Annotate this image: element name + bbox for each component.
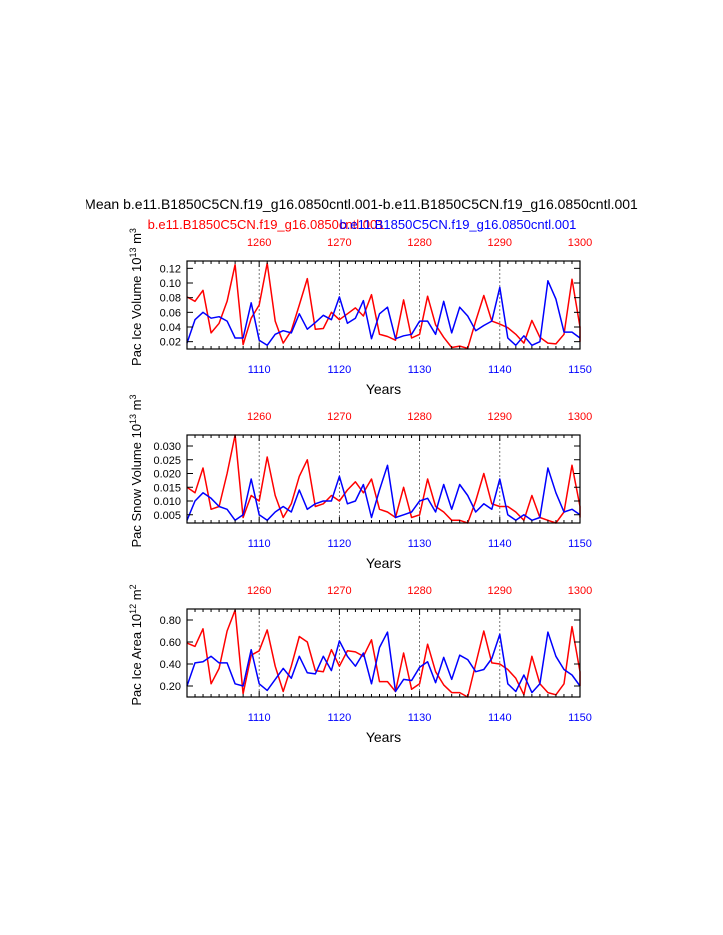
y-tick-label: 0.020	[153, 469, 181, 481]
x-tick-label-top: 1300	[568, 585, 592, 597]
y-tick-label: 0.12	[160, 263, 181, 275]
x-tick-label-bottom: 1120	[328, 538, 352, 550]
y-tick-label: 0.20	[160, 681, 181, 693]
x-tick-label-top: 1260	[247, 237, 271, 249]
subtitle-blue: b.e11.B1850C5CN.f19_g16.0850cntl.001	[340, 217, 577, 232]
x-tick-label-bottom: 1110	[248, 538, 271, 550]
x-tick-label-top: 1300	[568, 237, 592, 249]
y-tick-label: 0.005	[153, 510, 181, 522]
series-line-blue	[186, 631, 581, 694]
x-tick-label-top: 1270	[327, 411, 351, 423]
chart-panel-1: 1110 1260 1120 1270 1130 1280 1140 1290 1150 1300…	[128, 228, 592, 397]
x-tick-label-bottom: 1120	[328, 364, 352, 376]
x-tick-label-bottom: 1110	[248, 712, 271, 724]
y-tick-label: 0.40	[160, 659, 181, 671]
x-tick-label-top: 1280	[407, 237, 431, 249]
x-tick-label-top: 1260	[247, 585, 271, 597]
plot-frame	[186, 260, 581, 350]
x-tick-label-bottom: 1140	[488, 364, 512, 376]
y-tick-label: 0.60	[160, 637, 181, 649]
y-axis-label: Pac Snow Volume 1013 m3	[128, 394, 144, 547]
x-axis-label: Years	[366, 381, 401, 397]
x-axis-label: Years	[366, 555, 401, 571]
x-tick-label-bottom: 1140	[488, 538, 512, 550]
x-tick-label-bottom: 1150	[568, 712, 592, 724]
x-tick-label-bottom: 1150	[568, 538, 592, 550]
x-tick-label-top: 1270	[327, 585, 351, 597]
x-tick-label-bottom: 1130	[408, 712, 432, 724]
title-crop-right	[640, 190, 723, 218]
subtitle-red: b.e11.B1850C5CN.f19_g16.0850cntl.001	[148, 217, 385, 232]
x-tick-label-bottom: 1110	[248, 364, 271, 376]
chart-panel-2: 1110 1260 1120 1270 1130 1280 1140 1290 1150 1300…	[128, 394, 592, 571]
x-tick-label-bottom: 1130	[408, 364, 432, 376]
y-axis-label: Pac Ice Volume 1013 m3	[128, 228, 144, 366]
x-tick-label-bottom: 1150	[568, 364, 592, 376]
y-tick-label: 0.02	[160, 337, 181, 349]
chart-panel-3: 1110 1260 1120 1270 1130 1280 1140 1290 1150 1300…	[128, 584, 592, 745]
y-tick-label: 0.015	[153, 482, 181, 494]
x-tick-label-bottom: 1120	[328, 712, 352, 724]
x-tick-label-top: 1290	[488, 585, 512, 597]
y-tick-label: 0.06	[160, 307, 181, 319]
y-tick-label: 0.025	[153, 455, 181, 467]
x-tick-label-top: 1300	[568, 411, 592, 423]
x-tick-label-top: 1280	[407, 411, 431, 423]
plot-frame	[186, 608, 581, 698]
y-tick-label: 0.10	[160, 278, 181, 290]
y-tick-label: 0.80	[160, 615, 181, 627]
figure-title: Mean b.e11.B1850C5CN.f19_g16.0850cntl.00…	[84, 196, 638, 212]
x-tick-label-bottom: 1130	[408, 538, 432, 550]
series-line-red	[186, 609, 581, 698]
y-tick-label: 0.010	[153, 496, 181, 508]
series-line-blue	[186, 464, 581, 522]
x-tick-label-top: 1290	[488, 237, 512, 249]
y-tick-label: 0.04	[160, 322, 181, 334]
series-line-blue	[186, 280, 581, 347]
x-tick-label-top: 1270	[327, 237, 351, 249]
y-tick-label: 0.030	[153, 441, 181, 453]
y-tick-label: 0.08	[160, 293, 181, 305]
y-axis-label: Pac Ice Area 1012 m2	[128, 584, 144, 705]
series-line-red	[186, 262, 581, 350]
x-axis-label: Years	[366, 729, 401, 745]
x-tick-label-bottom: 1140	[488, 712, 512, 724]
x-tick-label-top: 1280	[407, 585, 431, 597]
x-tick-label-top: 1290	[488, 411, 512, 423]
title-crop-left	[0, 190, 86, 218]
plot-frame	[186, 434, 581, 524]
x-tick-label-top: 1260	[247, 411, 271, 423]
